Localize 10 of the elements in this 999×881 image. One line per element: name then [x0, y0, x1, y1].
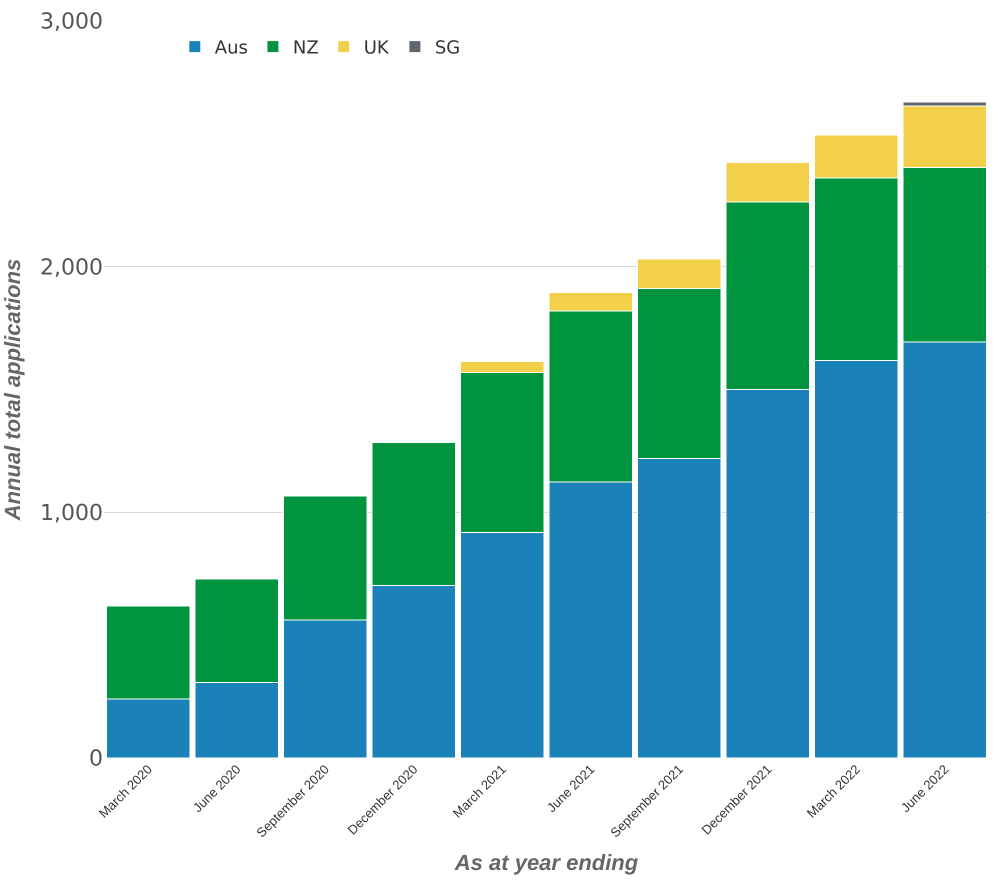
x-axis-title: As at year ending [454, 850, 639, 876]
y-tick-label: 2,000 [40, 255, 103, 280]
y-tick-label: 1,000 [40, 501, 103, 526]
legend-label: SG [434, 38, 460, 59]
y-axis-title: Annual total applications [0, 258, 25, 522]
legend-label: Aus [214, 38, 248, 59]
y-tick-label: 0 [89, 746, 103, 772]
legend-label: UK [364, 38, 390, 59]
legend-label: NZ [292, 38, 319, 59]
y-tick-label: 3,000 [40, 10, 103, 35]
